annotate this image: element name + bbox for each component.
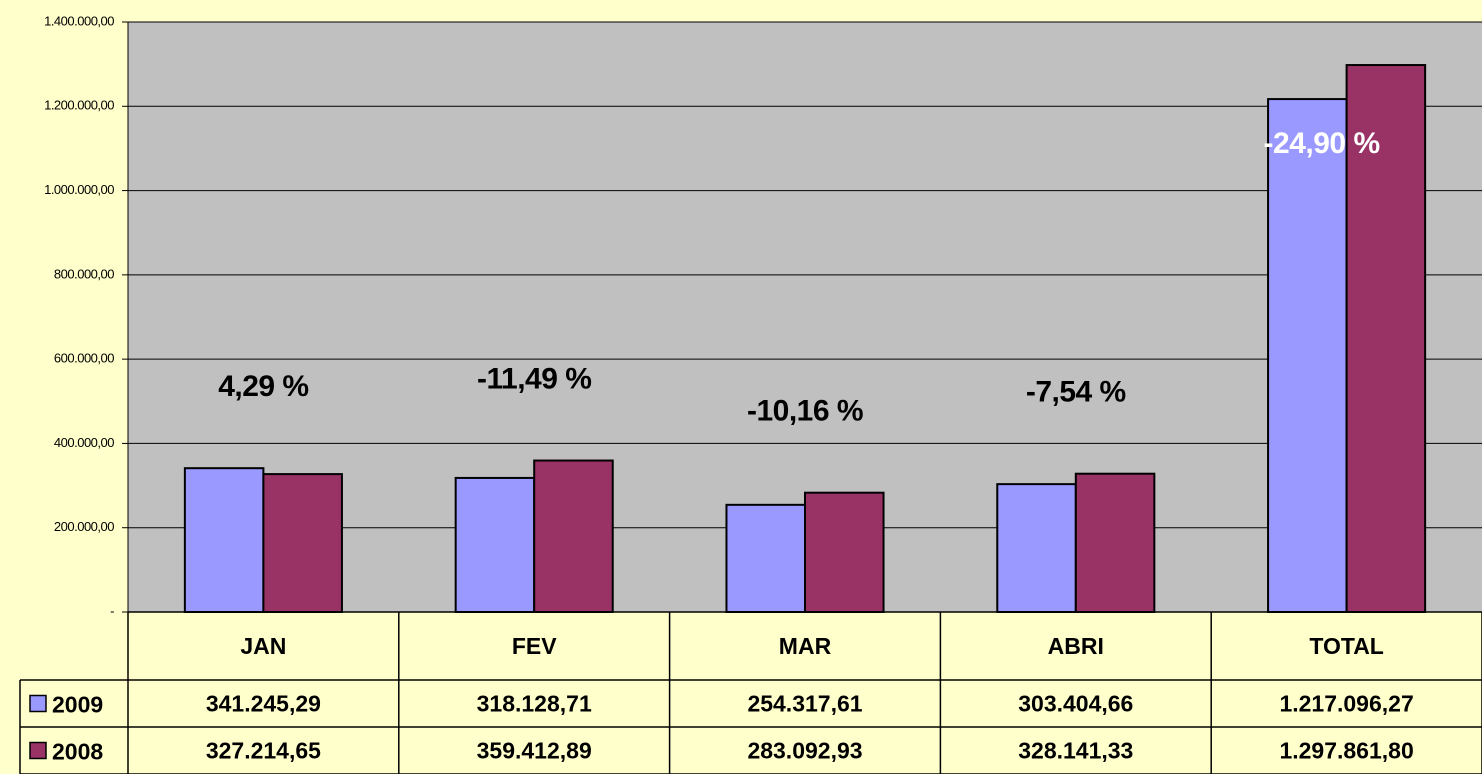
x-tick-label: MAR — [779, 633, 832, 659]
table-cell: 1.297.861,80 — [1279, 738, 1413, 764]
bar — [262, 473, 343, 613]
bar — [996, 483, 1077, 613]
legend-label: 2009 — [52, 692, 103, 718]
legend-key — [29, 741, 47, 760]
bar — [1345, 64, 1427, 614]
x-tick-label: ABRI — [1048, 633, 1104, 659]
table-cell: 303.404,66 — [1018, 691, 1133, 717]
annotation: 4,29 % — [218, 370, 308, 403]
annotation: -10,16 % — [747, 395, 863, 428]
bar — [183, 467, 265, 613]
table-cell: 283.092,93 — [747, 738, 862, 764]
x-tick-label: TOTAL — [1309, 633, 1384, 659]
bar — [1074, 472, 1156, 613]
legend-label: 2008 — [52, 739, 103, 765]
y-tick-label: 600.000,00 — [54, 351, 114, 366]
y-tick-label: 200.000,00 — [54, 519, 114, 534]
y-tick-label: 800.000,00 — [54, 266, 114, 281]
y-tick-label: 1.000.000,00 — [44, 182, 114, 197]
y-tick-label: 400.000,00 — [54, 435, 114, 450]
legend-key — [29, 694, 47, 713]
table-cell: 1.217.096,27 — [1279, 691, 1413, 717]
y-tick-label: 1.400.000,00 — [44, 13, 114, 28]
annotation: -7,54 % — [1026, 376, 1126, 409]
table-cell: 318.128,71 — [477, 691, 592, 717]
bar — [533, 459, 614, 613]
y-tick-label: 1.200.000,00 — [44, 98, 114, 113]
table-cell: 359.412,89 — [477, 738, 592, 764]
table-cell: 328.141,33 — [1018, 738, 1133, 764]
table-cell: 254.317,61 — [747, 691, 862, 717]
x-tick-label: JAN — [240, 633, 286, 659]
bar — [725, 503, 807, 614]
annotation: -24,90 % — [1264, 127, 1380, 160]
y-tick-label: - — [110, 603, 114, 618]
table-cell: 327.214,65 — [206, 738, 321, 764]
bar — [1267, 98, 1348, 613]
x-tick-label: FEV — [512, 633, 557, 659]
table-cell: 341.245,29 — [206, 691, 321, 717]
annotation: -11,49 % — [477, 362, 591, 395]
bar — [454, 476, 536, 613]
bar — [804, 491, 885, 614]
